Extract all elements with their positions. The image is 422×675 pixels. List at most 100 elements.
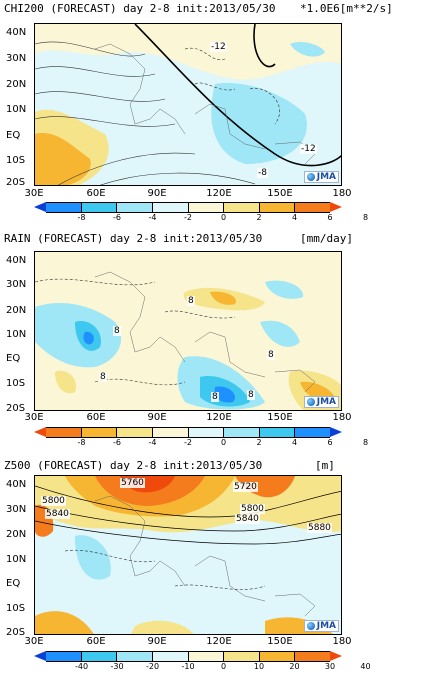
colorbar-tick-label: -4 <box>148 213 157 222</box>
lon-label: 60E <box>86 636 106 647</box>
colorbar-cell <box>223 428 259 437</box>
contour-label: 8 <box>267 350 275 360</box>
lat-label: EQ <box>6 130 21 141</box>
lon-label: 180 <box>332 188 352 199</box>
z500-title: Z500 (FORECAST) day 2-8 init:2013/05/30 <box>4 459 263 472</box>
lat-label: 30N <box>6 279 27 290</box>
contour-label: 5880 <box>307 523 332 533</box>
colorbar-tick-label: -40 <box>74 662 89 671</box>
lat-label: 40N <box>6 255 27 266</box>
colorbar-high-arrow <box>330 651 342 661</box>
colorbar-cell <box>187 203 224 212</box>
colorbar-tick-label: 4 <box>291 213 298 222</box>
colorbar-cell <box>258 652 295 661</box>
colorbar-tick-label: 6 <box>327 213 333 222</box>
colorbar-tick-label: -8 <box>77 438 86 447</box>
colorbar-tick-label: 0 <box>220 662 227 671</box>
lon-label: 150E <box>267 412 293 423</box>
contour-label: 5840 <box>235 514 260 524</box>
colorbar-cells <box>46 651 330 662</box>
colorbar-ticks: -8 -6 -4 -2 0 2 4 6 8 <box>46 213 369 223</box>
z500-colorbar: -40 -30 -20 -10 0 10 20 30 40 <box>34 651 371 671</box>
colorbar-cell <box>80 203 117 212</box>
colorbar-cell <box>187 428 224 437</box>
lon-label: 150E <box>267 636 293 647</box>
contour-label: -8 <box>257 168 268 178</box>
chi200-map: -12 -12 -8 JMA <box>34 23 342 186</box>
lat-label: 40N <box>6 27 27 38</box>
lon-label: 120E <box>206 188 232 199</box>
jma-logo: JMA <box>303 620 339 632</box>
colorbar-cell <box>151 652 188 661</box>
contour-label: 5840 <box>45 509 70 519</box>
lat-label: 10N <box>6 104 27 115</box>
lon-label: 30E <box>24 636 44 647</box>
contour-label: 8 <box>211 392 219 402</box>
colorbar-high-arrow <box>330 427 342 437</box>
contour-label: 5800 <box>240 504 265 514</box>
lon-label: 120E <box>206 412 232 423</box>
rain-map: 8 8 8 8 8 8 JMA <box>34 251 342 411</box>
colorbar-cell <box>116 652 152 661</box>
colorbar-low-arrow <box>34 651 46 661</box>
lon-label: 30E <box>24 188 44 199</box>
colorbar-low-arrow <box>34 202 46 212</box>
contour-label: 5760 <box>120 478 145 488</box>
colorbar-tick-label: -6 <box>113 213 121 222</box>
contour-label: 5800 <box>41 496 66 506</box>
colorbar-tick-label: 8 <box>362 438 369 447</box>
colorbar-cell <box>258 203 295 212</box>
lon-label: 60E <box>86 188 106 199</box>
colorbar-tick-label: -30 <box>110 662 124 671</box>
colorbar-tick-label: 2 <box>256 213 262 222</box>
colorbar-tick-label: 2 <box>256 438 262 447</box>
lat-label: EQ <box>6 353 21 364</box>
colorbar-tick-label: 10 <box>253 662 265 671</box>
colorbar-cell <box>151 203 188 212</box>
colorbar-tick-label: -6 <box>113 438 121 447</box>
jma-logo: JMA <box>303 171 339 183</box>
colorbar-cell <box>294 652 330 661</box>
colorbar-tick-label: -10 <box>181 662 195 671</box>
colorbar-ticks: -40 -30 -20 -10 0 10 20 30 40 <box>46 662 371 672</box>
colorbar-cell <box>258 428 295 437</box>
lat-label: EQ <box>6 578 21 589</box>
lon-label: 60E <box>86 412 106 423</box>
lon-label: 90E <box>147 636 167 647</box>
z500-field <box>35 476 341 634</box>
chi200-field <box>35 24 341 185</box>
rain-field <box>35 252 341 410</box>
colorbar-low-arrow <box>34 427 46 437</box>
colorbar-cell <box>294 203 330 212</box>
rain-title: RAIN (FORECAST) day 2-8 init:2013/05/30 <box>4 232 263 245</box>
lon-label: 180 <box>332 636 352 647</box>
rain-unit: [mm/day] <box>300 232 353 245</box>
lat-label: 20S <box>6 627 26 638</box>
lat-label: 20N <box>6 79 27 90</box>
colorbar-cells <box>46 202 330 213</box>
z500-map: 5760 5720 5800 5840 5800 5840 5880 JMA <box>34 475 342 635</box>
contour-label: 8 <box>187 296 195 306</box>
colorbar-cells <box>46 427 330 438</box>
colorbar-cell <box>80 428 117 437</box>
jma-globe-icon <box>306 398 315 406</box>
colorbar-tick-label: 40 <box>360 662 371 671</box>
chi200-colorbar: -8 -6 -4 -2 0 2 4 6 8 <box>34 202 368 222</box>
contour-label: 5720 <box>233 482 258 492</box>
colorbar-cell <box>151 428 188 437</box>
colorbar-tick-label: 4 <box>291 438 298 447</box>
colorbar-cell <box>46 428 81 437</box>
lat-label: 10N <box>6 554 27 565</box>
colorbar-tick-label: 0 <box>220 213 227 222</box>
colorbar-tick-label: -8 <box>77 213 86 222</box>
lat-label: 10N <box>6 329 27 340</box>
jma-globe-icon <box>306 622 315 630</box>
contour-label: -12 <box>300 144 317 154</box>
colorbar-cell <box>187 652 224 661</box>
jma-globe-icon <box>306 173 315 181</box>
colorbar-tick-label: 8 <box>362 213 369 222</box>
colorbar-tick-label: -2 <box>184 438 192 447</box>
colorbar-tick-label: 6 <box>327 438 333 447</box>
lat-label: 30N <box>6 53 27 64</box>
lat-label: 30N <box>6 504 27 515</box>
